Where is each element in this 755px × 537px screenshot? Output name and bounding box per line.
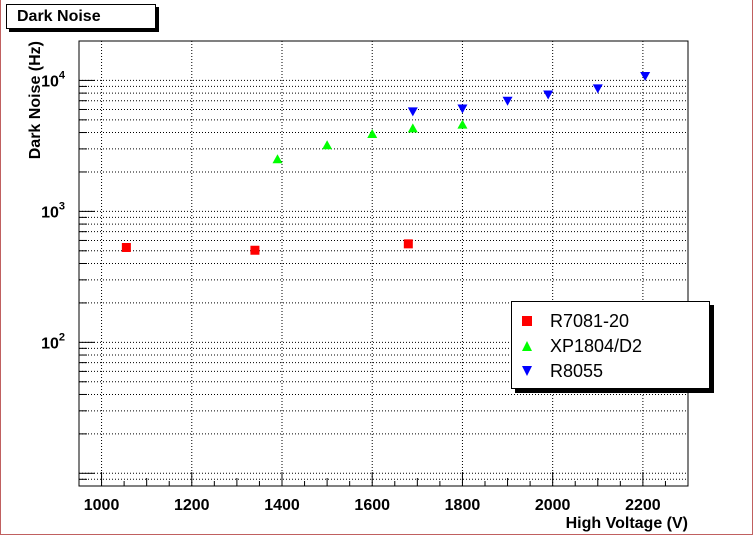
x-axis-label: High Voltage (V) bbox=[566, 515, 688, 532]
x-tick-label: 1000 bbox=[84, 497, 120, 514]
chart-title-text: Dark Noise bbox=[17, 7, 101, 25]
grid-lines bbox=[79, 40, 688, 487]
legend-label: R7081-20 bbox=[550, 310, 630, 331]
legend: R7081-20 XP1804/D2 R8055 bbox=[511, 301, 710, 389]
legend-entry: R7081-20 bbox=[512, 310, 629, 332]
x-tick-label: 1800 bbox=[445, 497, 481, 514]
data-point bbox=[502, 96, 513, 106]
x-tick-label: 1600 bbox=[354, 497, 390, 514]
data-point bbox=[121, 242, 131, 252]
data-point bbox=[592, 84, 603, 94]
data-points bbox=[121, 72, 651, 255]
x-tick-label: 2000 bbox=[535, 497, 571, 514]
x-tick-label: 1400 bbox=[264, 497, 300, 514]
data-point bbox=[640, 72, 651, 82]
y-tick-label: 102 bbox=[41, 331, 65, 352]
legend-label: R8055 bbox=[550, 360, 604, 381]
data-point bbox=[403, 239, 413, 249]
data-point bbox=[457, 104, 468, 114]
axes: 1000 1200 1400 1600 1800 2000 2200 102 103 104 bbox=[41, 40, 689, 514]
plot-frame bbox=[78, 40, 689, 487]
data-point bbox=[407, 123, 418, 133]
legend-entry: R8055 bbox=[512, 360, 603, 382]
y-axis-label: Dark Noise (Hz) bbox=[27, 41, 44, 159]
y-tick-label: 104 bbox=[41, 69, 66, 90]
data-point bbox=[543, 90, 554, 100]
legend-marker-triangle-down bbox=[512, 365, 542, 377]
chart-title: Dark Noise bbox=[6, 4, 156, 29]
data-point bbox=[250, 245, 260, 255]
data-point bbox=[367, 128, 378, 138]
legend-label: XP1804/D2 bbox=[550, 335, 643, 356]
data-point bbox=[322, 140, 333, 150]
data-point bbox=[457, 119, 468, 129]
legend-marker-triangle-up bbox=[512, 340, 542, 352]
legend-marker-square bbox=[512, 315, 542, 327]
y-tick-label: 103 bbox=[41, 200, 65, 221]
data-point bbox=[407, 107, 418, 117]
x-tick-label: 1200 bbox=[174, 497, 210, 514]
x-tick-label: 2200 bbox=[625, 497, 661, 514]
data-point bbox=[272, 154, 283, 164]
legend-entry: XP1804/D2 bbox=[512, 335, 642, 357]
